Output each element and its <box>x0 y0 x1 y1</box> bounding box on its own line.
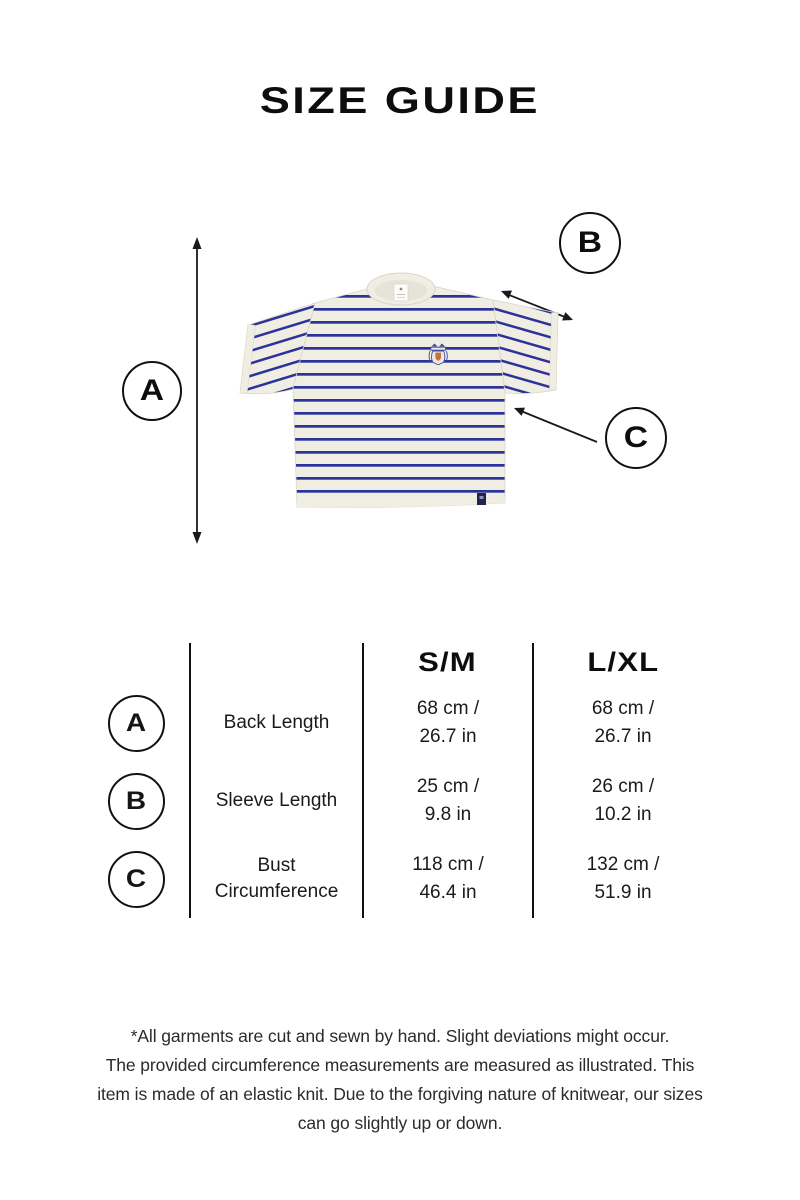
table-row-a-marker: A <box>83 684 190 762</box>
tshirt-left-sleeve <box>239 302 316 395</box>
diagram-marker-c: C <box>605 407 667 469</box>
tshirt-collar <box>366 272 436 306</box>
hem-tag <box>477 493 486 505</box>
size-diagram: A B C <box>122 212 667 544</box>
table-circle-c: C <box>108 850 165 908</box>
table-row-b-label: Sleeve Length <box>215 790 338 812</box>
table-row-a-label: Back Length <box>223 712 330 734</box>
table-circle-b: B <box>108 772 165 830</box>
diagram-marker-b: B <box>559 212 621 274</box>
tshirt-illustration <box>239 272 559 508</box>
tshirt-right-sleeve <box>492 299 559 394</box>
size-table: S/M L/XL A Back Length 68 cm / 26.7 in 6… <box>83 640 713 918</box>
table-divider-2 <box>362 643 364 918</box>
diagram-marker-a: A <box>122 361 182 421</box>
table-row-c-sm-value: 118 cm / 46.4 in <box>412 854 484 903</box>
arrow-bust-circumference <box>514 407 598 443</box>
tshirt-body <box>292 285 506 508</box>
measurement-arrows <box>192 237 598 544</box>
table-divider-3 <box>532 643 534 918</box>
table-label-header-empty <box>190 640 363 684</box>
arrow-back-length <box>192 237 202 544</box>
table-corner-empty <box>83 640 190 684</box>
table-row-c-marker: C <box>83 840 190 918</box>
table-divider-1 <box>189 643 191 918</box>
table-row-b-marker: B <box>83 762 190 840</box>
table-row-c-label: Bust Circumference <box>214 855 339 902</box>
table-row-a-sm-value: 68 cm / 26.7 in <box>416 698 480 747</box>
table-row-a-lxl-value: 68 cm / 26.7 in <box>591 698 655 747</box>
chest-crest-logo <box>428 343 448 366</box>
table-row-c-lxl-value: 132 cm / 51.9 in <box>586 854 660 903</box>
diagram-marker-b-letter: B <box>577 226 603 259</box>
diagram-marker-c-letter: C <box>623 421 649 454</box>
table-row-b-sm-value: 25 cm / 9.8 in <box>416 776 480 825</box>
page-title: SIZE GUIDE <box>259 80 541 121</box>
diagram-marker-a-letter: A <box>139 374 165 407</box>
table-header-sm: S/M <box>418 646 478 677</box>
table-row-b-lxl-value: 26 cm / 10.2 in <box>591 776 655 825</box>
arrow-sleeve-length <box>501 290 573 321</box>
footnote: *All garments are cut and sewn by hand. … <box>97 1026 703 1133</box>
neck-label <box>393 283 409 302</box>
table-circle-a: A <box>108 694 165 752</box>
table-header-lxl: L/XL <box>587 646 659 677</box>
